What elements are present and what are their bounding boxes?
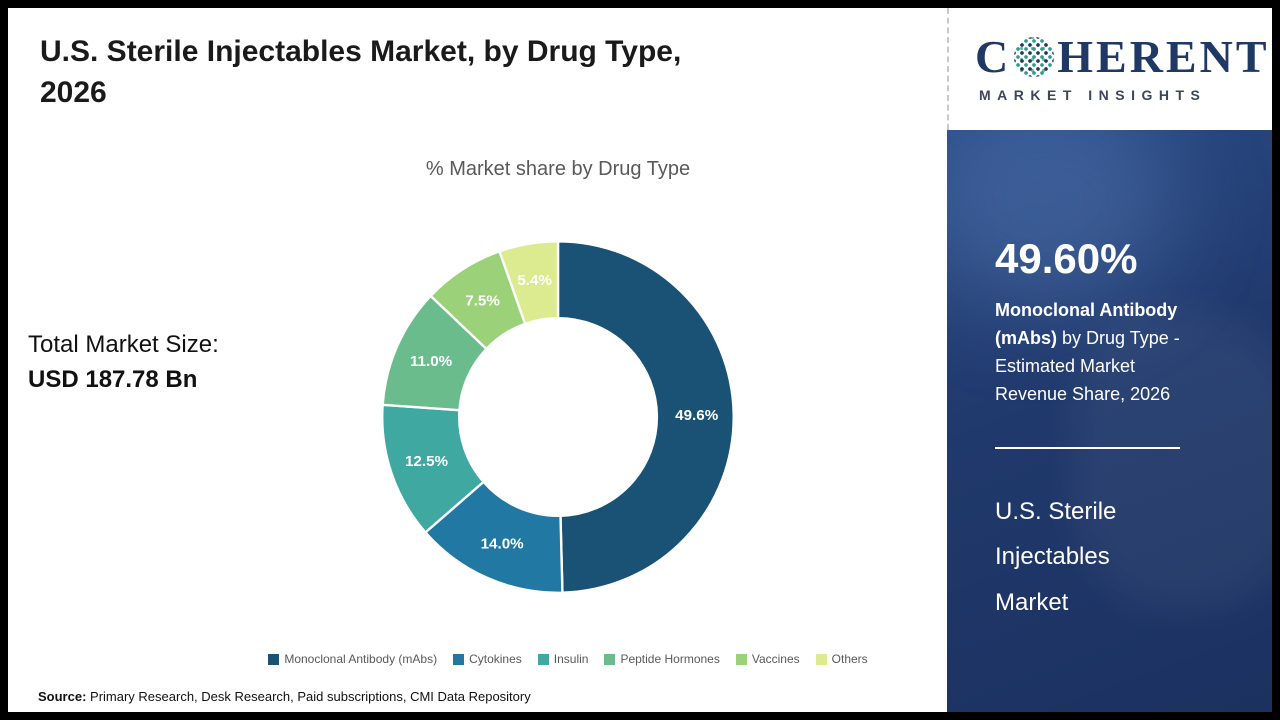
legend-item-0: Monoclonal Antibody (mAbs) xyxy=(268,652,437,666)
donut-chart-svg: 49.6% 14.0% 12.5% 11.0% 7.5% 5.4% xyxy=(381,240,735,594)
legend-label: Peptide Hormones xyxy=(620,652,720,666)
highlight-sidebar: 49.60% Monoclonal Antibody (mAbs) by Dru… xyxy=(947,130,1272,712)
brand-wordmark: C HERENT xyxy=(975,30,1272,83)
total-market-size-block: Total Market Size: USD 187.78 Bn xyxy=(28,328,219,398)
slice-label-5: 5.4% xyxy=(517,272,552,289)
legend-item-3: Peptide Hormones xyxy=(604,652,720,666)
slice-label-1: 14.0% xyxy=(481,536,525,553)
slice-label-4: 7.5% xyxy=(465,292,500,309)
donut-chart: 49.6% 14.0% 12.5% 11.0% 7.5% 5.4% xyxy=(368,227,748,607)
brand-logo-box: C HERENT MARKET INSIGHTS xyxy=(947,8,1272,130)
chart-legend: Monoclonal Antibody (mAbs) Cytokines Insul… xyxy=(188,652,948,666)
slice-label-0: 49.6% xyxy=(675,407,719,424)
legend-label: Vaccines xyxy=(751,652,800,666)
legend-swatch-icon xyxy=(537,653,549,665)
source-text: Primary Research, Desk Research, Paid su… xyxy=(86,689,531,704)
brand-wordmark-rest: HERENT xyxy=(1057,31,1270,82)
legend-label: Cytokines xyxy=(469,652,522,666)
sidebar-map-glow xyxy=(947,130,1177,310)
legend-swatch-icon xyxy=(604,653,616,665)
source-label: Source: xyxy=(38,689,87,704)
legend-item-4: Vaccines xyxy=(735,652,800,666)
brand-tagline: MARKET INSIGHTS xyxy=(979,87,1207,103)
main-chart-card: U.S. Sterile Injectables Market, by Drug… xyxy=(8,8,947,712)
page-title-line1: U.S. Sterile Injectables Market, by Drug… xyxy=(40,35,682,68)
donut-slice-5 xyxy=(498,240,560,326)
source-line: Source: Primary Research, Desk Research,… xyxy=(38,689,531,704)
legend-swatch-icon xyxy=(268,653,280,665)
highlight-stat-rest: by Drug Type - Estimated Market Revenue … xyxy=(995,327,1180,404)
page-title: U.S. Sterile Injectables Market, by Drug… xyxy=(40,32,860,113)
legend-swatch-icon xyxy=(815,653,827,665)
sidebar-divider xyxy=(995,446,1180,449)
slice-label-3: 11.0% xyxy=(410,353,453,370)
legend-label: Others xyxy=(831,652,868,666)
highlight-stat-value: 49.60% xyxy=(995,235,1138,282)
highlight-stat-description: Monoclonal Antibody (mAbs) by Drug Type … xyxy=(995,297,1210,409)
legend-swatch-icon xyxy=(735,653,747,665)
legend-item-1: Cytokines xyxy=(453,652,522,666)
chart-subtitle: % Market share by Drug Type xyxy=(425,158,691,180)
globe-icon xyxy=(1014,36,1055,77)
total-market-size-value: USD 187.78 Bn xyxy=(28,365,198,393)
page-title-line2: 2026 xyxy=(40,75,107,109)
legend-label: Monoclonal Antibody (mAbs) xyxy=(284,652,438,666)
highlight-stat-category: Monoclonal Antibody (mAbs) xyxy=(995,300,1178,348)
legend-item-5: Others xyxy=(815,652,868,666)
total-market-size-label: Total Market Size: xyxy=(28,331,219,358)
sidebar-market-name: U.S. Sterile Injectables Market xyxy=(995,497,1117,616)
legend-swatch-icon xyxy=(453,653,465,665)
slice-label-2: 12.5% xyxy=(405,453,449,470)
brand-letter-c: C xyxy=(975,31,1012,82)
donut-slice-0 xyxy=(556,240,735,594)
legend-item-2: Insulin xyxy=(537,652,589,666)
legend-label: Insulin xyxy=(553,652,589,666)
